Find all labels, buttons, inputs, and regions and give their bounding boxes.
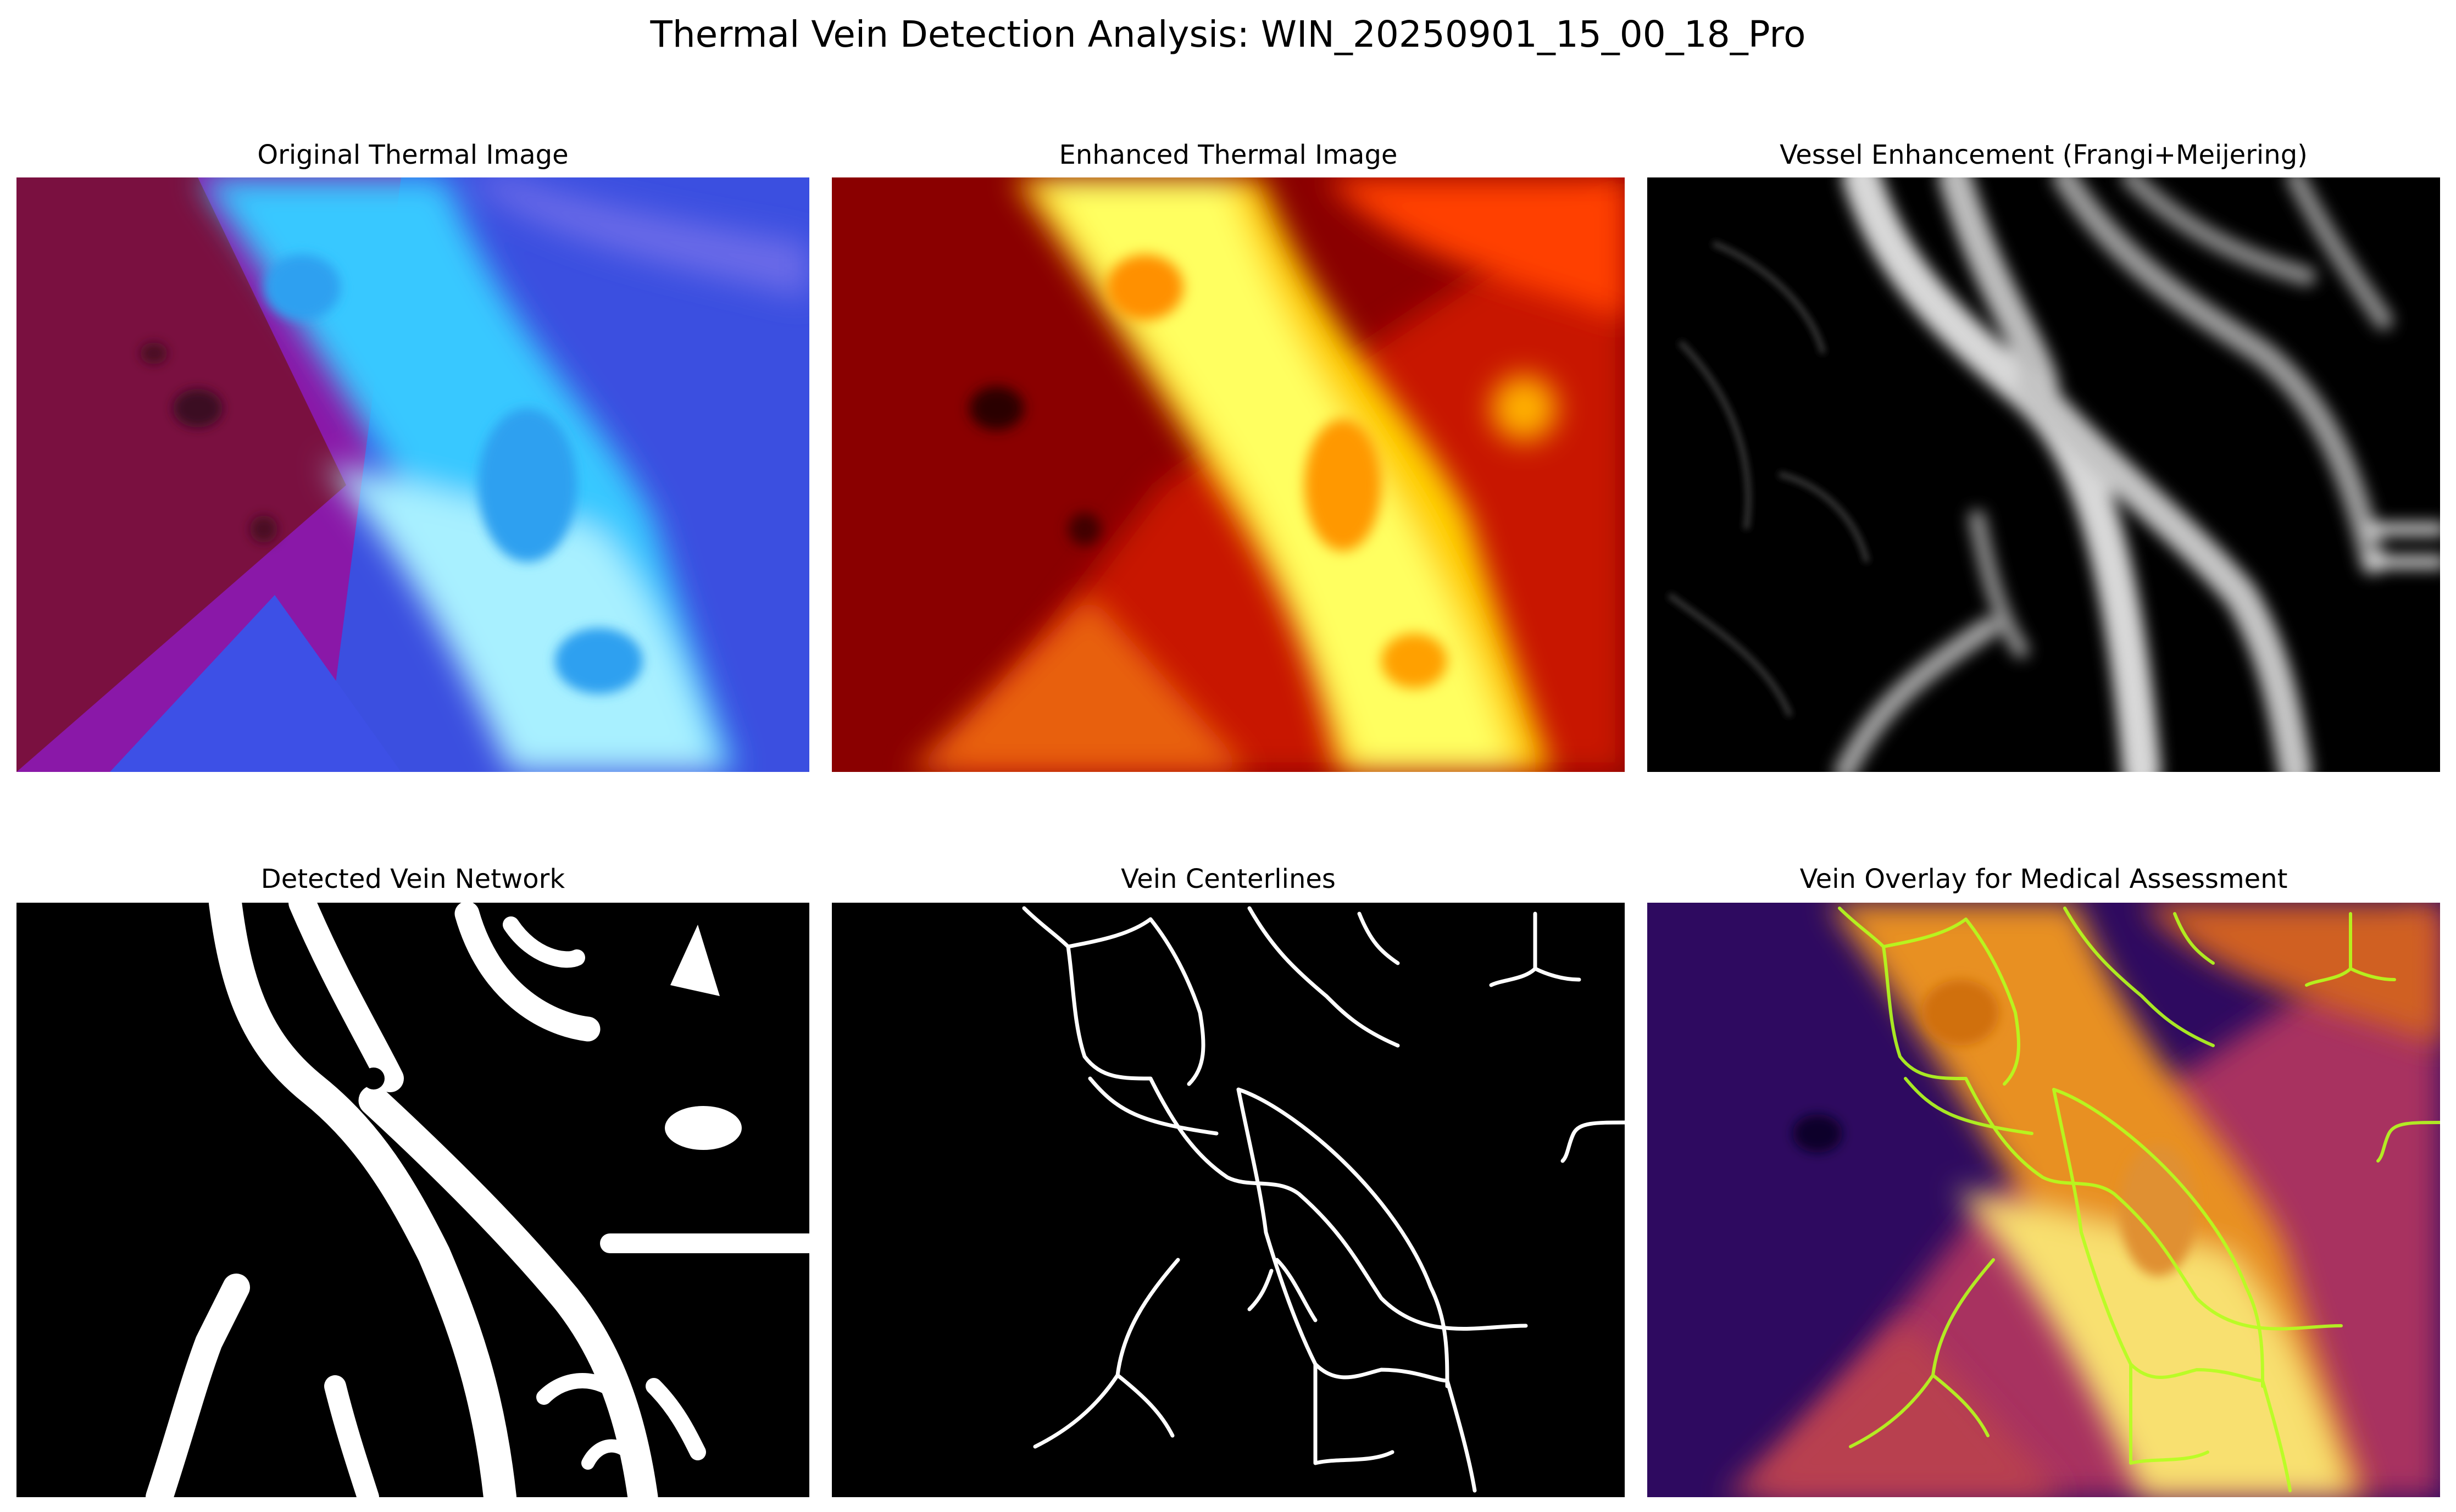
vessel-enhancement-image: [1647, 177, 2440, 772]
detected-vein-network-mask: [16, 903, 809, 1497]
panel-title-vessel: Vessel Enhancement (Frangi+Meijering): [1780, 140, 2308, 170]
panel-title-overlay: Vein Overlay for Medical Assessment: [1799, 864, 2288, 894]
panel-title-original: Original Thermal Image: [257, 140, 569, 170]
original-thermal-image: [16, 177, 809, 772]
figure-title: Thermal Vein Detection Analysis: WIN_202…: [650, 13, 1806, 55]
vein-overlay-image: [1647, 903, 2440, 1497]
enhanced-thermal-image: [832, 177, 1625, 772]
vein-centerlines-skeleton: [832, 903, 1625, 1497]
panel-title-centerlines: Vein Centerlines: [1121, 864, 1336, 894]
panel-title-enhanced: Enhanced Thermal Image: [1059, 140, 1398, 170]
panel-title-mask: Detected Vein Network: [260, 864, 565, 894]
